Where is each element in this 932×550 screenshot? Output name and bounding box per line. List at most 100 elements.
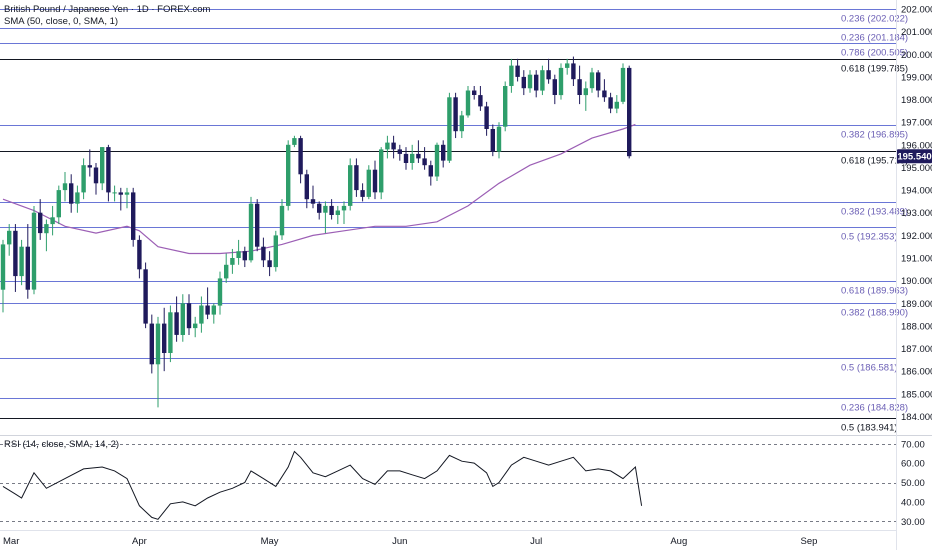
fib-label: 0.618 (199.785) bbox=[841, 64, 908, 75]
rsi-tick-labels: 30.00 40.00 50.00 60.00 70.00 bbox=[901, 439, 925, 528]
candle bbox=[323, 201, 328, 234]
candle bbox=[7, 224, 12, 256]
candle bbox=[465, 86, 471, 118]
candle bbox=[527, 70, 533, 93]
candle bbox=[199, 296, 204, 333]
candle bbox=[360, 183, 365, 202]
fib-label: 0.5 (183.941) bbox=[841, 423, 898, 434]
candle-body bbox=[521, 76, 526, 89]
rsi-tick-label: 70.00 bbox=[901, 439, 925, 450]
candle-body bbox=[205, 305, 210, 315]
price-scale[interactable]: 184.000 185.000 186.000 187.000 188.000 189.0… bbox=[896, 0, 932, 550]
candle-body bbox=[503, 86, 508, 127]
candle bbox=[577, 65, 582, 105]
candle bbox=[38, 199, 43, 240]
fib-labels: 0.236 (202.022) 0.236 (201.184) 0.786 (200… bbox=[841, 14, 908, 434]
candle-body bbox=[69, 183, 74, 204]
candle-body bbox=[0, 244, 6, 290]
candle-body bbox=[627, 67, 632, 157]
candle bbox=[193, 316, 198, 338]
candle bbox=[62, 172, 68, 202]
candle-body bbox=[540, 70, 545, 91]
candle-body bbox=[304, 174, 309, 200]
candle bbox=[410, 144, 415, 170]
candle-body bbox=[25, 246, 30, 290]
fib-label: 0.382 (196.895) bbox=[841, 130, 908, 141]
candle bbox=[422, 147, 427, 170]
candle-body bbox=[143, 269, 148, 324]
candle-body bbox=[87, 165, 92, 168]
candle-body bbox=[372, 169, 378, 193]
candle-body bbox=[571, 63, 576, 80]
candle-body bbox=[180, 303, 185, 335]
candle-body bbox=[534, 74, 539, 91]
rsi-pane[interactable] bbox=[0, 444, 896, 522]
candle bbox=[428, 160, 433, 186]
rsi-tick-label: 50.00 bbox=[901, 478, 925, 489]
price-tick-label: 202.000 bbox=[901, 5, 932, 16]
candle-body bbox=[583, 88, 588, 96]
candle bbox=[397, 144, 402, 161]
fib-label: 0.5 (186.581) bbox=[841, 363, 898, 374]
rsi-legend[interactable]: RSI (14, close, SMA, 14, 2) bbox=[4, 439, 119, 450]
candle bbox=[13, 224, 18, 292]
price-tick-label: 185.000 bbox=[901, 389, 932, 400]
price-tick-label: 184.000 bbox=[901, 412, 932, 423]
price-tick-label: 186.000 bbox=[901, 367, 932, 378]
candle bbox=[403, 147, 409, 170]
candle bbox=[379, 147, 384, 200]
candle bbox=[509, 58, 514, 93]
price-pane[interactable]: 0.236 (202.022) 0.236 (201.184) 0.786 (200… bbox=[0, 9, 908, 434]
candle-body bbox=[453, 97, 458, 132]
sma-legend[interactable]: SMA (50, close, 0, SMA, 1) bbox=[4, 16, 118, 27]
candle-body bbox=[38, 212, 43, 234]
candle-body bbox=[509, 65, 514, 86]
candle bbox=[106, 144, 111, 202]
candle-body bbox=[354, 165, 359, 191]
candle bbox=[447, 92, 452, 163]
candle bbox=[372, 160, 378, 200]
candle bbox=[174, 296, 179, 342]
candle-body bbox=[385, 142, 390, 150]
candle bbox=[490, 124, 495, 157]
candle bbox=[168, 305, 173, 363]
candle-body bbox=[81, 165, 86, 193]
candle bbox=[540, 65, 545, 96]
price-tick-label: 193.000 bbox=[901, 208, 932, 219]
sma-line bbox=[2, 123, 636, 255]
candle-body bbox=[379, 149, 384, 193]
candle-body bbox=[608, 97, 613, 109]
fib-label: 0.236 (202.022) bbox=[841, 14, 908, 25]
candle bbox=[155, 316, 161, 408]
candle bbox=[124, 187, 130, 209]
price-tick-label: 192.000 bbox=[901, 231, 932, 242]
candle bbox=[614, 95, 619, 114]
candle bbox=[81, 158, 86, 200]
candle-body bbox=[273, 235, 278, 268]
candle bbox=[286, 140, 291, 211]
candle-body bbox=[410, 153, 415, 163]
candle-body bbox=[124, 192, 130, 195]
candle-body bbox=[360, 190, 365, 197]
candle bbox=[589, 67, 595, 93]
candle bbox=[571, 56, 576, 86]
candle bbox=[565, 58, 570, 75]
candle-body bbox=[193, 323, 198, 329]
price-tick-label: 195.000 bbox=[901, 163, 932, 174]
candle-body bbox=[317, 203, 322, 213]
candle-body bbox=[267, 260, 272, 268]
candle-body bbox=[279, 205, 285, 236]
candle bbox=[317, 201, 322, 220]
price-tick-label: 200.000 bbox=[901, 50, 932, 61]
candle-body bbox=[56, 190, 61, 218]
month-labels: Mar Apr May Jun Jul Aug Sep bbox=[3, 536, 817, 547]
price-tick-label: 188.000 bbox=[901, 321, 932, 332]
time-scale[interactable]: Mar Apr May Jun Jul Aug Sep bbox=[0, 530, 896, 548]
price-tick-label: 201.000 bbox=[901, 27, 932, 38]
symbol-title: British Pound / Japanese Yen · 1D · FORE… bbox=[4, 4, 211, 15]
legend: British Pound / Japanese Yen · 1D · FORE… bbox=[4, 4, 211, 450]
candle bbox=[292, 135, 297, 148]
price-tick-label: 190.000 bbox=[901, 276, 932, 287]
candle-body bbox=[168, 312, 173, 353]
